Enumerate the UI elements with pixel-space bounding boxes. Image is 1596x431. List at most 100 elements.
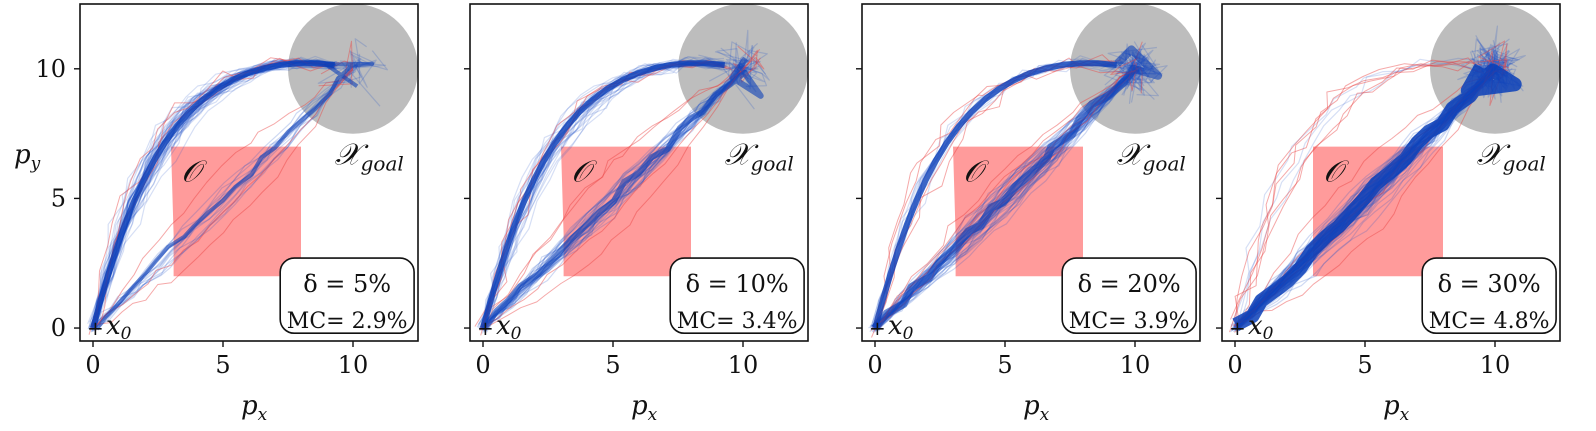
obstacle-region <box>171 146 301 277</box>
result-box <box>669 257 805 335</box>
x-axis-label-sub: x <box>258 405 268 425</box>
axes-frame <box>1221 3 1561 342</box>
violation-trajectory-line <box>93 40 353 329</box>
violation-trajectory-line <box>876 66 1143 328</box>
start-label-sub: 0 <box>1263 324 1274 344</box>
trajectory-core-diagonal <box>1232 63 1522 332</box>
trajectory-line <box>878 62 1116 330</box>
start-marker: + <box>477 316 494 340</box>
mc-label: MC= 3.4% <box>677 309 798 334</box>
start-marker: + <box>1229 316 1246 340</box>
trajectory-group <box>1229 25 1526 334</box>
y-axis-label-main: p <box>14 140 31 170</box>
violation-trajectory-line <box>93 60 353 330</box>
start-marker: + <box>869 316 886 340</box>
trajectory-line <box>93 58 362 327</box>
trajectory-group <box>87 38 388 335</box>
x-tick-label: 0 <box>85 351 100 379</box>
trajectory-core-upper <box>90 60 335 329</box>
trajectory-line <box>871 59 1142 327</box>
x-tick-label: 10 <box>1120 351 1151 379</box>
trajectory-line <box>87 60 333 325</box>
violation-trajectory-line <box>92 64 353 326</box>
x-axis-label-sub: x <box>648 405 658 425</box>
trajectory-line <box>91 59 333 328</box>
trajectory-group <box>474 29 770 336</box>
delta-label: δ = 20% <box>1078 270 1181 298</box>
plot-area: + <box>1229 4 1560 340</box>
delta-label: δ = 10% <box>686 270 789 298</box>
violation-trajectory-line <box>879 41 1143 328</box>
trajectory-line <box>479 56 746 329</box>
x-axis-label: px <box>1023 391 1050 425</box>
start-label-sub: 0 <box>511 324 522 344</box>
x-tick-label: 10 <box>338 351 369 379</box>
trajectory-line <box>93 58 336 332</box>
x-tick-label: 10 <box>728 351 759 379</box>
x-tick-label: 10 <box>1480 351 1511 379</box>
violation-trajectory-line <box>874 54 1115 330</box>
obstacle-region <box>1313 146 1443 277</box>
trajectory-line <box>869 57 1111 333</box>
goal-label: 𝒳goal <box>1117 138 1186 176</box>
violation-trajectory-line <box>1229 59 1483 333</box>
violation-trajectory-line <box>1235 61 1481 325</box>
x-tick-label: 5 <box>1357 351 1372 379</box>
delta-label: δ = 5% <box>303 270 391 298</box>
trajectory-core-diagonal <box>480 56 764 332</box>
axes-frame <box>861 3 1201 342</box>
trajectory-line <box>94 53 377 332</box>
violation-trajectory-line <box>1237 57 1484 325</box>
trajectory-line <box>91 60 362 326</box>
trajectory-group <box>868 41 1168 338</box>
trajectory-line <box>1236 62 1475 334</box>
mc-label: MC= 2.9% <box>287 309 408 334</box>
y-axis-label: py <box>14 140 41 174</box>
axes-frame <box>469 3 809 342</box>
trajectory-line <box>1230 61 1478 328</box>
start-label: x0 <box>106 311 132 344</box>
trajectory-line <box>95 50 368 329</box>
x-axis-label-main: p <box>1023 391 1040 421</box>
y-axis-label-sub: y <box>30 154 41 174</box>
y-tick-label: 0 <box>51 314 66 342</box>
trajectory-line <box>1237 57 1476 322</box>
violation-trajectory-line <box>1230 60 1474 320</box>
axes-frame <box>79 3 419 342</box>
start-label-main: x <box>1248 311 1263 341</box>
goal-label: 𝒳goal <box>1477 138 1546 176</box>
goal-label: 𝒳goal <box>725 138 794 176</box>
x-tick-label: 5 <box>215 351 230 379</box>
trajectory-core-diagonal <box>95 61 375 331</box>
obstacle-region <box>953 146 1083 277</box>
goal-label-sub: goal <box>751 152 794 176</box>
x-axis-label-main: p <box>1383 391 1400 421</box>
x-tick-label: 0 <box>867 351 882 379</box>
x-tick-label: 0 <box>1227 351 1242 379</box>
y-tick-label: 5 <box>51 184 66 212</box>
x-axis-label-sub: x <box>1400 405 1410 425</box>
x-tick-label: 5 <box>997 351 1012 379</box>
x-axis-label: px <box>241 391 268 425</box>
trajectory-line <box>92 60 335 330</box>
y-tick-label: 10 <box>35 55 66 83</box>
start-label-main: x <box>106 311 121 341</box>
trajectory-line <box>94 58 334 332</box>
plot-area: + <box>87 4 418 340</box>
x-tick-label: 5 <box>605 351 620 379</box>
start-label-sub: 0 <box>903 324 914 344</box>
violation-trajectory-line <box>95 57 331 331</box>
violation-trajectory-line <box>875 62 1138 327</box>
start-label-main: x <box>496 311 511 341</box>
trajectory-line <box>92 59 334 330</box>
trajectory-core-upper <box>480 60 725 329</box>
trajectory-line <box>93 71 355 329</box>
obstacle-region <box>561 146 691 277</box>
start-label: x0 <box>1248 311 1274 344</box>
result-box <box>1421 257 1557 335</box>
goal-label-sub: goal <box>361 152 404 176</box>
